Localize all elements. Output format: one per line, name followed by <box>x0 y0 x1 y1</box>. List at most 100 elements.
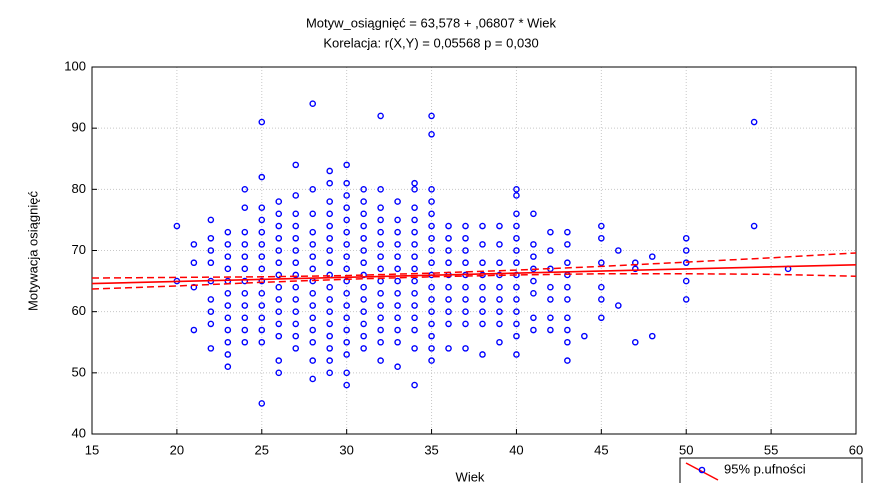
point <box>428 130 435 138</box>
point <box>207 320 215 328</box>
point <box>377 186 384 193</box>
point <box>564 326 571 334</box>
point <box>207 345 215 352</box>
x-tick-label: 15 <box>85 442 99 457</box>
point <box>648 332 656 340</box>
point <box>462 345 469 352</box>
point <box>547 228 554 236</box>
point <box>326 222 333 230</box>
point <box>411 326 418 334</box>
point <box>309 375 317 383</box>
point <box>224 363 232 371</box>
point <box>326 308 333 315</box>
point <box>343 204 350 211</box>
point <box>513 247 520 254</box>
confidence-band <box>91 252 857 279</box>
point <box>428 259 435 267</box>
y-tick-label: 60 <box>72 303 86 318</box>
point <box>275 210 283 218</box>
point <box>292 247 300 254</box>
point <box>598 259 605 267</box>
point <box>428 234 435 242</box>
point <box>394 277 401 285</box>
point <box>496 338 503 346</box>
point <box>241 277 249 285</box>
point <box>564 241 571 248</box>
point <box>479 283 486 291</box>
point <box>258 216 266 224</box>
point <box>224 326 232 334</box>
point <box>275 222 283 230</box>
point <box>343 192 350 199</box>
point <box>377 338 384 346</box>
x-tick-label: 50 <box>679 442 693 457</box>
point <box>513 234 520 242</box>
point <box>241 253 249 260</box>
point <box>292 192 300 199</box>
point <box>411 277 418 285</box>
point <box>530 210 537 218</box>
point <box>360 308 367 315</box>
point <box>309 357 317 364</box>
point <box>394 228 401 236</box>
point <box>513 332 520 340</box>
point <box>394 302 401 309</box>
point <box>360 320 367 328</box>
point <box>581 332 588 340</box>
point <box>631 265 639 273</box>
point <box>343 326 350 334</box>
point <box>360 186 367 193</box>
point <box>343 253 350 260</box>
point <box>241 186 249 193</box>
y-tick-label: 90 <box>72 120 86 135</box>
point <box>394 326 401 334</box>
point <box>564 259 571 267</box>
point <box>309 253 317 260</box>
point <box>377 253 384 260</box>
point <box>241 338 249 346</box>
point <box>343 338 350 346</box>
point <box>190 241 198 248</box>
point <box>394 338 401 346</box>
point <box>343 179 350 187</box>
point <box>275 198 283 205</box>
point <box>275 259 283 267</box>
point <box>207 216 215 224</box>
point <box>207 234 215 242</box>
point <box>360 283 367 291</box>
point <box>224 314 232 322</box>
point <box>496 320 503 328</box>
point <box>241 204 249 211</box>
point <box>462 283 469 291</box>
point <box>292 271 300 279</box>
chart-title: Motyw_osiągnięć = 63,578 + ,06807 * Wiek <box>306 15 557 30</box>
point <box>496 241 503 248</box>
point <box>360 345 367 352</box>
point <box>241 302 249 309</box>
point <box>309 265 317 273</box>
point <box>564 357 571 364</box>
point <box>598 296 605 303</box>
point <box>394 253 401 260</box>
legend-marker <box>698 466 706 474</box>
point <box>258 118 266 126</box>
point <box>258 241 266 248</box>
point <box>224 253 232 260</box>
y-axis-label: Motywacja osiągnięć <box>25 191 40 311</box>
point <box>343 381 350 389</box>
point <box>394 265 401 273</box>
chart-subtitle: Korelacja: r(X,Y) = 0,05568 p = 0,030 <box>323 35 538 50</box>
point <box>241 228 249 236</box>
point <box>309 100 317 107</box>
point <box>326 345 333 352</box>
point <box>513 259 520 267</box>
point <box>343 351 350 358</box>
point <box>513 308 520 315</box>
point <box>173 222 181 230</box>
point <box>479 296 486 303</box>
point <box>377 290 384 297</box>
point <box>224 290 232 297</box>
x-tick-label: 55 <box>764 442 778 457</box>
point <box>513 192 520 199</box>
